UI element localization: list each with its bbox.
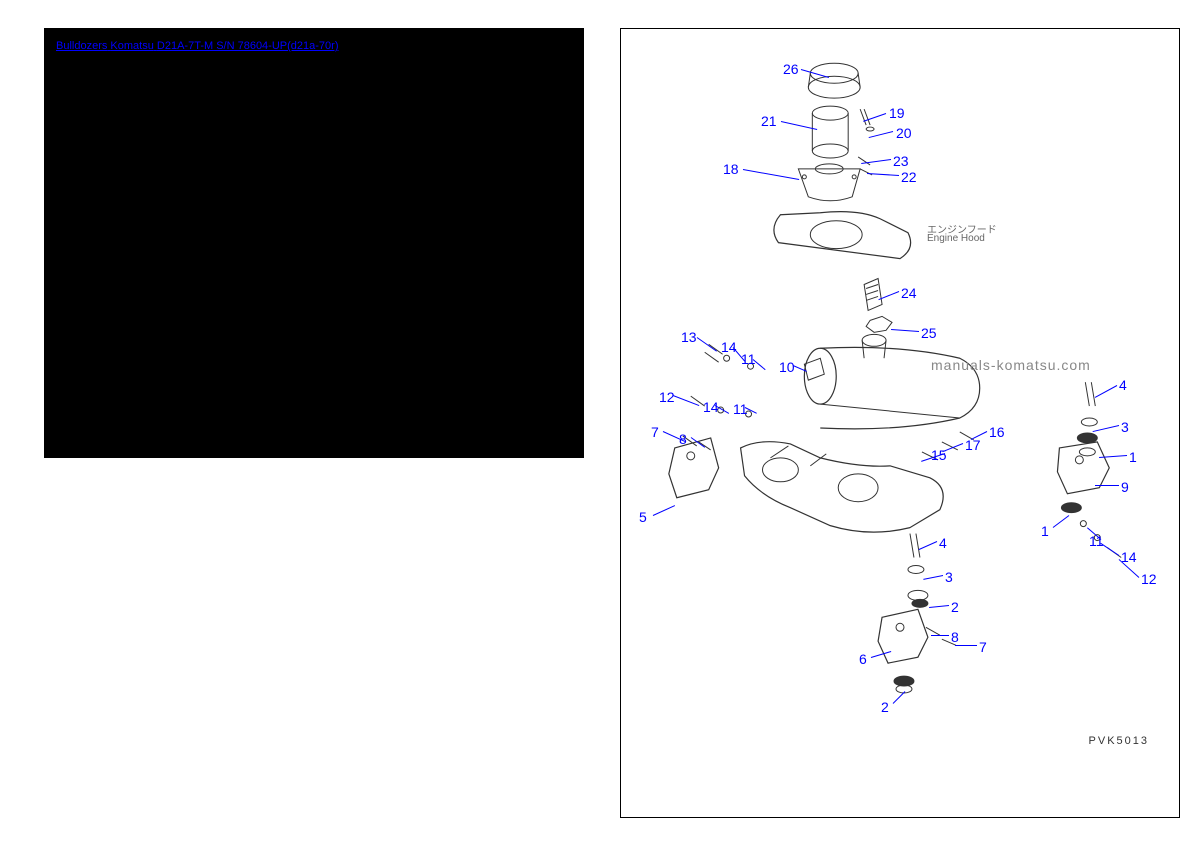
breadcrumb-link-3[interactable]: D21A-7T-M S/N 78604-UP(d21a-70r) bbox=[157, 40, 339, 52]
diagram-panel: manuals-komatsu.com エンジンフード Engine Hood … bbox=[620, 28, 1180, 818]
callout-number: 2 bbox=[881, 699, 889, 715]
callout-number: 24 bbox=[901, 285, 917, 301]
parts-diagram: manuals-komatsu.com エンジンフード Engine Hood … bbox=[621, 29, 1179, 817]
engine-hood-label-en: Engine Hood bbox=[927, 233, 985, 244]
leader-line bbox=[1053, 515, 1070, 528]
callout-number: 3 bbox=[945, 569, 953, 585]
leader-line bbox=[781, 121, 817, 130]
callout-number: 19 bbox=[889, 105, 905, 121]
callout-number: 12 bbox=[659, 389, 675, 405]
breadcrumb-link-1[interactable]: Bulldozers bbox=[56, 40, 107, 52]
callout-number: 6 bbox=[859, 651, 867, 667]
callout-number: 2 bbox=[951, 599, 959, 615]
callout-number: 1 bbox=[1129, 449, 1137, 465]
callout-number: 20 bbox=[896, 125, 912, 141]
callout-number: 4 bbox=[1119, 377, 1127, 393]
leader-line bbox=[863, 113, 886, 122]
leader-line bbox=[1101, 543, 1120, 556]
callout-number: 8 bbox=[951, 629, 959, 645]
callout-number: 22 bbox=[901, 169, 917, 185]
leader-line bbox=[697, 337, 718, 352]
leader-line bbox=[653, 505, 675, 516]
leader-line bbox=[923, 575, 943, 580]
callout-number: 7 bbox=[651, 424, 659, 440]
callout-number: 4 bbox=[939, 535, 947, 551]
leader-line bbox=[893, 691, 906, 704]
callout-number: 3 bbox=[1121, 419, 1129, 435]
callout-number: 17 bbox=[965, 437, 981, 453]
callout-number: 9 bbox=[1121, 479, 1129, 495]
callout-number: 5 bbox=[639, 509, 647, 525]
breadcrumb: Bulldozers Komatsu D21A-7T-M S/N 78604-U… bbox=[56, 40, 572, 52]
callout-number: 13 bbox=[681, 329, 697, 345]
leader-line bbox=[929, 605, 949, 608]
leader-line bbox=[867, 173, 899, 176]
callout-number: 25 bbox=[921, 325, 937, 341]
leader-line bbox=[869, 131, 893, 138]
part-code: PVK5013 bbox=[1089, 735, 1149, 747]
leader-line bbox=[673, 395, 699, 406]
leader-line bbox=[691, 437, 706, 448]
leader-line bbox=[1099, 455, 1127, 458]
parts-illustration bbox=[621, 29, 1179, 817]
leader-line bbox=[931, 635, 949, 636]
callout-number: 21 bbox=[761, 113, 777, 129]
leader-line bbox=[879, 291, 899, 300]
left-panel: Bulldozers Komatsu D21A-7T-M S/N 78604-U… bbox=[44, 28, 584, 458]
breadcrumb-link-2[interactable]: Komatsu bbox=[110, 40, 153, 52]
leader-line bbox=[955, 645, 977, 646]
leader-line bbox=[1093, 425, 1119, 432]
callout-number: 26 bbox=[783, 61, 799, 77]
watermark-text: manuals-komatsu.com bbox=[931, 357, 1091, 373]
callout-number: 23 bbox=[893, 153, 909, 169]
callout-number: 14 bbox=[721, 339, 737, 355]
leader-line bbox=[1095, 485, 1119, 486]
callout-number: 16 bbox=[989, 424, 1005, 440]
leader-line bbox=[861, 159, 891, 164]
callout-number: 10 bbox=[779, 359, 795, 375]
leader-line bbox=[1095, 385, 1117, 398]
leader-line bbox=[919, 541, 937, 550]
callout-number: 18 bbox=[723, 161, 739, 177]
callout-number: 7 bbox=[979, 639, 987, 655]
callout-number: 12 bbox=[1141, 571, 1157, 587]
leader-line bbox=[743, 169, 799, 180]
leader-line bbox=[871, 651, 891, 658]
callout-number: 1 bbox=[1041, 523, 1049, 539]
leader-line bbox=[891, 329, 919, 332]
leader-line bbox=[801, 69, 829, 78]
callout-number: 11 bbox=[733, 401, 748, 417]
